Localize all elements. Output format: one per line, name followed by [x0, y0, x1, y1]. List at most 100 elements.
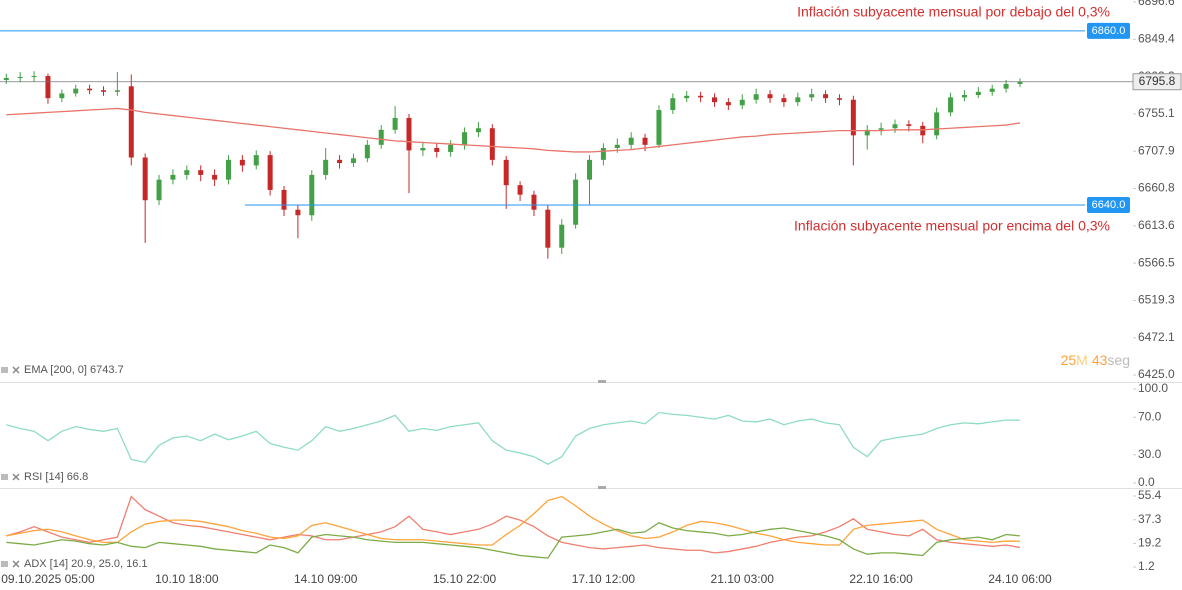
candle-body [239, 159, 245, 166]
x-tick-label: 10.10 18:00 [155, 572, 219, 586]
indicator-line [6, 495, 1021, 554]
x-tick-label: 17.10 12:00 [572, 572, 636, 586]
candle-body [600, 148, 606, 160]
countdown-unit: M [1076, 352, 1088, 368]
candle-body [864, 129, 870, 136]
last-price-label: 6795.8 [1139, 74, 1176, 88]
candle-body [3, 77, 9, 80]
candle-body [628, 137, 634, 145]
candle-body [517, 185, 523, 195]
candle-body [850, 99, 856, 136]
candle-body [462, 132, 468, 145]
countdown-minutes: 25 [1061, 352, 1077, 368]
countdown-seconds: 43 [1092, 352, 1108, 368]
candle-body [587, 159, 593, 180]
candle-body [101, 90, 107, 92]
indicator-line [6, 522, 1021, 559]
x-tick-label: 09.10.2025 05:00 [1, 572, 95, 586]
candle-body [142, 157, 148, 201]
candle-body [948, 97, 954, 113]
y-tick-label: 6613.6 [1138, 218, 1175, 232]
candle-body [1017, 81, 1023, 84]
candle-body [212, 174, 218, 180]
candle-body [392, 117, 398, 130]
candle-body [920, 125, 926, 136]
candle-body [489, 128, 495, 160]
level-annotation: Inflación subyacente mensual por debajo … [797, 4, 1110, 20]
candle-body [309, 174, 315, 216]
candle-body [198, 170, 204, 175]
y-tick-label: 19.2 [1138, 536, 1162, 550]
countdown: 25M 43seg [1061, 352, 1130, 368]
candle-body [184, 170, 190, 175]
candle-body [114, 90, 120, 92]
x-tick-label: 22.10 16:00 [849, 572, 913, 586]
panel-handle[interactable] [598, 486, 606, 489]
candle-body [545, 209, 551, 248]
y-tick-label: 6566.5 [1138, 255, 1175, 269]
candle-body [378, 129, 384, 145]
rsi-icons[interactable] [1, 473, 20, 481]
ema-icons[interactable] [1, 366, 20, 374]
y-tick-label: 100.0 [1138, 381, 1168, 395]
candle-body [337, 159, 343, 164]
candle-body [434, 148, 440, 152]
candle-body [406, 117, 412, 151]
y-tick-label: 6425.0 [1138, 367, 1175, 381]
y-tick-label: 0.0 [1138, 475, 1155, 489]
x-tick-label: 14.10 09:00 [294, 572, 358, 586]
indicator-label: EMA [200, 0] 6743.7 [24, 364, 124, 376]
y-tick-label: 1.2 [1138, 559, 1155, 573]
candle-body [31, 76, 37, 78]
candle-body [531, 194, 537, 210]
candle-body [836, 98, 842, 100]
candle-body [698, 95, 704, 98]
candle-body [420, 148, 426, 151]
y-tick-label: 6755.1 [1138, 106, 1175, 120]
candle-body [281, 189, 287, 210]
y-tick-label: 6849.4 [1138, 31, 1175, 45]
candle-body [781, 98, 787, 103]
candle-body [267, 155, 273, 190]
candle-body [795, 97, 801, 103]
candle-body [73, 88, 79, 94]
x-tick-label: 24.10 06:00 [988, 572, 1052, 586]
candle-body [725, 102, 731, 106]
level-annotation: Inflación subyacente mensual por encima … [794, 218, 1110, 234]
candle-body [878, 128, 884, 130]
candle-body [573, 179, 579, 225]
candle-body [350, 158, 356, 164]
candle-body [642, 137, 648, 145]
candle-body [656, 110, 662, 145]
adx-icons[interactable] [1, 560, 20, 568]
candle-body [1003, 83, 1009, 89]
ema-line [6, 107, 1021, 153]
candle-body [59, 93, 65, 99]
candle-body [128, 86, 134, 158]
candle-body [559, 224, 565, 248]
y-tick-label: 37.3 [1138, 512, 1162, 526]
candle-body [156, 179, 162, 201]
y-tick-label: 70.0 [1138, 409, 1162, 423]
countdown-unit: seg [1107, 352, 1130, 368]
y-tick-label: 6660.8 [1138, 181, 1175, 195]
candle-body [87, 88, 93, 91]
candle-body [670, 98, 676, 111]
candle-body [45, 76, 51, 99]
candle-body [614, 144, 620, 149]
x-tick-label: 15.10 22:00 [433, 572, 497, 586]
candle-body [753, 94, 759, 100]
candle-body [823, 94, 829, 99]
indicator-label: RSI [14] 66.8 [24, 471, 88, 483]
y-tick-label: 6472.1 [1138, 330, 1175, 344]
candle-body [17, 76, 23, 78]
panel-handle[interactable] [598, 380, 606, 383]
candle-body [934, 112, 940, 136]
y-tick-label: 6707.9 [1138, 143, 1175, 157]
candle-body [170, 174, 176, 180]
candle-body [989, 88, 995, 92]
level-label: 6860.0 [1092, 25, 1126, 37]
indicator-line [6, 411, 1020, 465]
level-label-box [1087, 196, 1130, 213]
